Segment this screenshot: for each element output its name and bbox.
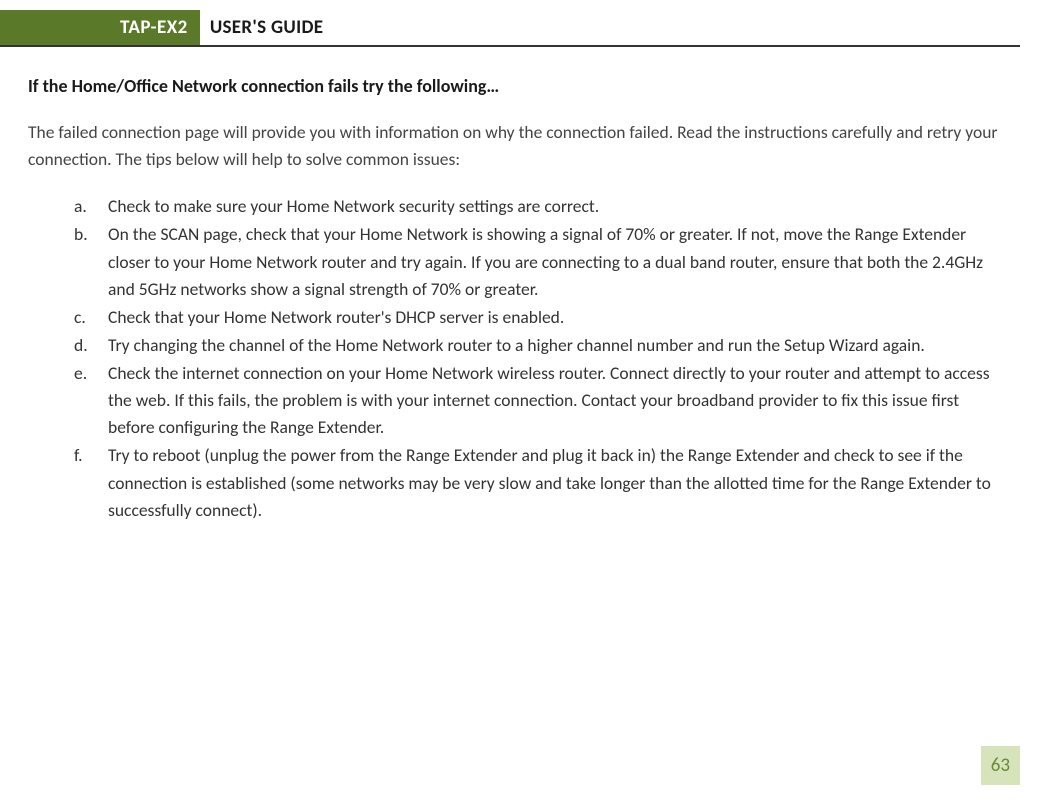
list-item-text: Try changing the channel of the Home Net… <box>108 334 925 356</box>
page-number: 63 <box>981 746 1020 785</box>
list-item: d. Try changing the channel of the Home … <box>74 332 996 359</box>
list-marker: a. <box>74 193 87 220</box>
list-marker: e. <box>74 360 87 387</box>
list-marker: c. <box>74 304 86 331</box>
list-item-text: Check that your Home Network router's DH… <box>108 306 564 328</box>
list-marker: d. <box>74 332 88 359</box>
list-marker: f. <box>74 442 83 469</box>
document-header: TAP-EX2 USER'S GUIDE <box>0 10 1020 47</box>
list-item: e. Check the internet connection on your… <box>74 360 996 441</box>
document-title: USER'S GUIDE <box>200 10 323 45</box>
product-logo-badge: TAP-EX2 <box>0 10 200 45</box>
document-body: If the Home/Office Network connection fa… <box>0 47 1042 524</box>
list-item: b. On the SCAN page, check that your Hom… <box>74 221 996 302</box>
section-subheading: If the Home/Office Network connection fa… <box>28 75 1012 97</box>
list-item: f. Try to reboot (unplug the power from … <box>74 442 996 523</box>
intro-paragraph: The failed connection page will provide … <box>28 119 1012 173</box>
list-item-text: Check the internet connection on your Ho… <box>108 362 990 438</box>
list-marker: b. <box>74 221 88 248</box>
list-item-text: Try to reboot (unplug the power from the… <box>108 444 991 520</box>
troubleshooting-list: a. Check to make sure your Home Network … <box>28 193 1012 524</box>
list-item-text: Check to make sure your Home Network sec… <box>108 195 599 217</box>
list-item: a. Check to make sure your Home Network … <box>74 193 996 220</box>
list-item-text: On the SCAN page, check that your Home N… <box>108 223 983 299</box>
list-item: c. Check that your Home Network router's… <box>74 304 996 331</box>
